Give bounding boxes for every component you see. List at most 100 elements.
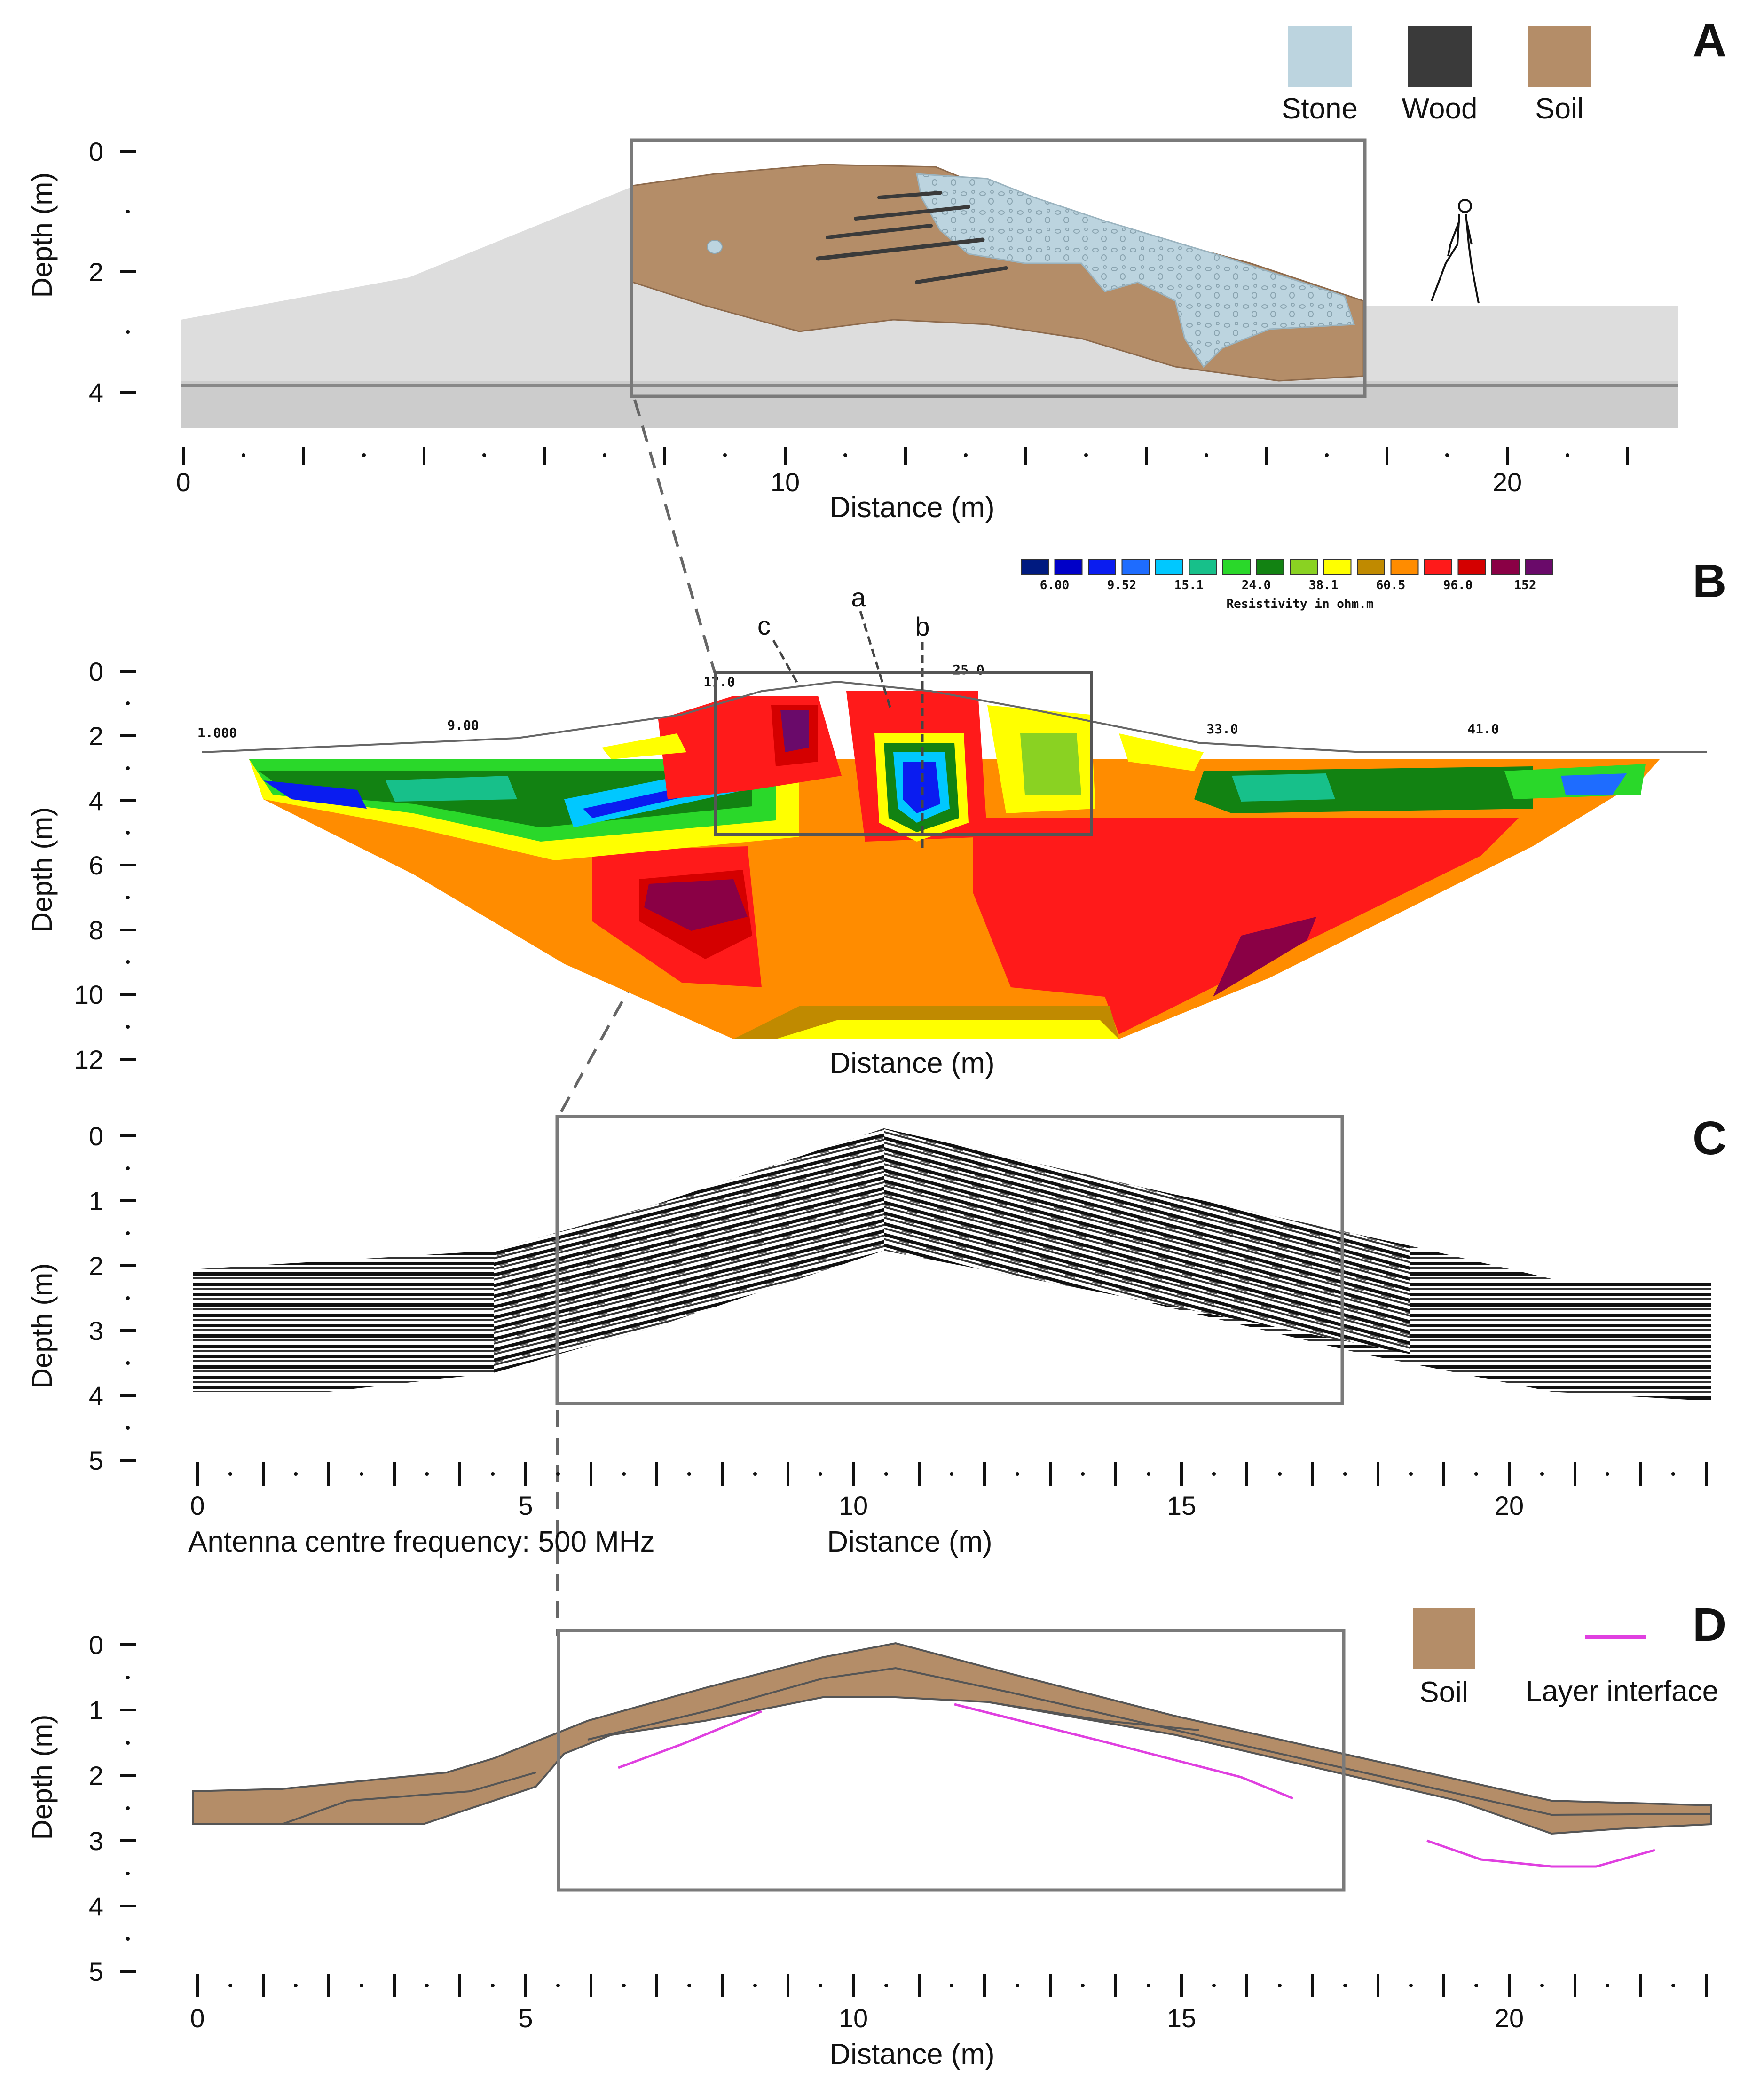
y-axis-a: Depth (m) 0 2 4 [26, 137, 136, 407]
colorscale-swatch [1457, 559, 1486, 575]
y-axis-label-c: Depth (m) [26, 1263, 58, 1389]
colorscale-swatch [1021, 559, 1049, 575]
profile-label-1: 1.000 [197, 725, 237, 740]
inset-box-a [630, 138, 1367, 398]
colorscale-value-1: 6.00 [1040, 578, 1070, 592]
y-axis-d: Depth (m) 0 1 2 3 4 5 [26, 1630, 136, 1986]
y-tick-label-d-5: 5 [89, 1957, 103, 1986]
x-tick-label-c-10: 10 [839, 1491, 868, 1520]
x-axis-c [196, 1462, 1708, 1486]
x-axis-label-c: Distance (m) [827, 1526, 992, 1558]
y-tick-label-d-3: 3 [89, 1826, 103, 1856]
profile-label-5: 33.0 [1206, 721, 1238, 737]
topographic-profile [202, 680, 1707, 753]
antenna-note: Antenna centre frequency: 500 MHz [188, 1526, 655, 1558]
y-tick-label-c-4: 4 [89, 1381, 103, 1410]
colorscale-swatch [1189, 559, 1217, 575]
x-tick-label-d-20: 20 [1495, 2003, 1524, 2033]
colorscale-value-3: 15.1 [1174, 578, 1204, 592]
panel-c: C Depth (m) 0 1 2 3 4 5 [26, 1112, 1726, 1558]
colorscale-value-6: 60.5 [1376, 578, 1406, 592]
panel-c-letter: C [1693, 1112, 1726, 1165]
y-axis-b: Depth (m) 0 2 4 6 8 10 12 [26, 657, 136, 1074]
x-axis-label-d: Distance (m) [829, 2038, 994, 2071]
layer-interface-lines [618, 1703, 1655, 1868]
x-tick-label-c-5: 5 [518, 1491, 533, 1520]
x-tick-label-a-10: 10 [771, 467, 800, 497]
y-tick-label-d-0: 0 [89, 1630, 103, 1660]
colorscale-swatch [1054, 559, 1083, 575]
legend-d: Soil Layer interface [1413, 1608, 1718, 1709]
colorscale-value-4: 24.0 [1242, 578, 1271, 592]
x-axis-label-b: Distance (m) [829, 1047, 994, 1079]
wood-timbers [816, 191, 1008, 284]
legend-swatch-soil-d [1413, 1608, 1475, 1669]
inset-box-b [714, 671, 1093, 836]
x-tick-label-a-20: 20 [1493, 467, 1522, 497]
person-scale-icon [1431, 199, 1480, 304]
y-axis-c: Depth (m) 0 1 2 3 4 5 [26, 1121, 136, 1475]
x-axis-a [182, 447, 1629, 465]
ground-layer [181, 381, 1678, 428]
x-tick-label-c-0: 0 [190, 1491, 205, 1520]
colorscale-label: Resistivity in ohm.m [1226, 597, 1373, 611]
y-tick-label-c-2: 2 [89, 1251, 103, 1281]
colorscale-swatch [1357, 559, 1385, 575]
profile-label-6: 41.0 [1467, 721, 1499, 737]
colorscale-swatch [1121, 559, 1150, 575]
soil-body [631, 164, 1364, 382]
x-tick-label-d-0: 0 [190, 2003, 205, 2033]
y-tick-label-b-0: 0 [89, 657, 103, 686]
colorscale-swatch [1525, 559, 1553, 575]
y-tick-label-d-1: 1 [89, 1695, 103, 1725]
gpr-radargram [193, 1128, 1711, 1401]
legend-a: Stone Wood Soil [1282, 26, 1591, 125]
colorscale-b: 6.00 9.52 15.1 24.0 38.1 60.5 96.0 152 R… [1021, 559, 1553, 611]
colorscale-swatch [1424, 559, 1452, 575]
colorscale-value-8: 152 [1514, 578, 1536, 592]
y-tick-label-b-8: 8 [89, 915, 103, 945]
x-axis-d [196, 1974, 1708, 1997]
colorscale-swatch [1290, 559, 1318, 575]
marker-a: a [851, 583, 866, 612]
y-tick-label-b-12: 12 [74, 1045, 103, 1074]
colorscale-swatch [1491, 559, 1520, 575]
legend-label-soil: Soil [1535, 93, 1583, 125]
legend-label-stone: Stone [1282, 93, 1358, 125]
colorscale-swatch [1390, 559, 1419, 575]
stone-fill [916, 173, 1355, 368]
panel-a-letter: A [1693, 14, 1726, 67]
panel-b-letter: B [1693, 555, 1726, 607]
legend-swatch-stone [1288, 26, 1352, 87]
colorscale-swatch [1323, 559, 1352, 575]
x-tick-label-a-0: 0 [176, 467, 190, 497]
colorscale-swatch [1256, 559, 1284, 575]
y-tick-label-a-0: 0 [89, 137, 103, 166]
y-tick-label-c-3: 3 [89, 1316, 103, 1346]
y-tick-label-d-2: 2 [89, 1761, 103, 1790]
y-axis-label-b: Depth (m) [26, 807, 58, 933]
marker-b: b [915, 612, 929, 641]
panel-a: A Stone Wood Soil Depth (m) 0 2 4 [26, 14, 1726, 524]
x-tick-label-d-15: 15 [1167, 2003, 1196, 2033]
inset-box-d [557, 1629, 1346, 1892]
y-tick-label-b-2: 2 [89, 721, 103, 751]
profile-label-2: 9.00 [447, 717, 479, 733]
profile-markers [772, 611, 924, 851]
legend-label-wood: Wood [1402, 93, 1478, 125]
colorscale-value-2: 9.52 [1107, 578, 1137, 592]
x-tick-label-d-5: 5 [518, 2003, 533, 2033]
legend-swatch-wood [1408, 26, 1472, 87]
x-tick-label-c-20: 20 [1495, 1491, 1524, 1520]
panel-b: B 6.00 9.52 15.1 24.0 38.1 60.5 96.0 152… [26, 555, 1726, 1079]
isolated-stone [707, 240, 723, 254]
colorscale-swatch [1222, 559, 1251, 575]
colorscale-swatch [1088, 559, 1116, 575]
soil-layers [192, 1642, 1712, 1835]
legend-swatch-soil [1528, 26, 1591, 87]
y-tick-label-a-2: 2 [89, 257, 103, 287]
colorscale-value-5: 38.1 [1309, 578, 1339, 592]
x-tick-label-d-10: 10 [839, 2003, 868, 2033]
y-tick-label-b-4: 4 [89, 786, 103, 816]
y-tick-label-c-5: 5 [89, 1446, 103, 1475]
